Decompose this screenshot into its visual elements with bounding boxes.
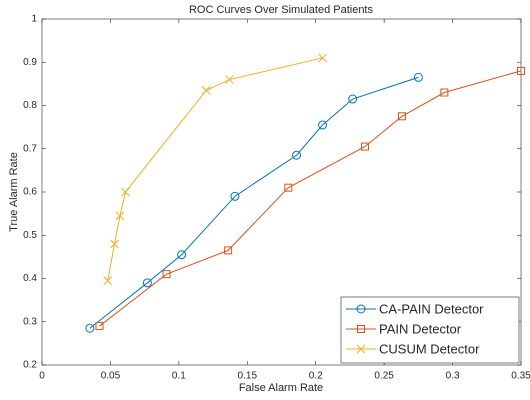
point xyxy=(162,270,171,279)
point xyxy=(360,142,369,151)
legend-marker xyxy=(356,304,366,314)
y-tick-label: 0.8 xyxy=(23,100,37,111)
point xyxy=(348,94,358,104)
point xyxy=(413,72,423,82)
point xyxy=(225,75,234,84)
point xyxy=(397,112,406,121)
y-axis-label: True Alarm Rate xyxy=(8,152,20,232)
legend-marker xyxy=(357,325,365,333)
y-tick-label: 0.2 xyxy=(23,360,37,371)
chart-title: ROC Curves Over Simulated Patients xyxy=(189,4,374,16)
point xyxy=(103,276,113,286)
point xyxy=(85,323,95,333)
y-tick-label: 0.6 xyxy=(23,187,37,198)
point xyxy=(177,250,187,260)
series-line xyxy=(89,76,419,329)
point xyxy=(121,187,130,197)
point xyxy=(115,211,125,221)
series-line xyxy=(99,70,522,327)
x-tick-label: 0.35 xyxy=(511,371,530,382)
x-tick-label: 0.3 xyxy=(446,371,460,382)
x-tick-label: 0.05 xyxy=(101,371,121,382)
y-tick-label: 0.5 xyxy=(23,230,37,241)
legend-marker xyxy=(356,344,366,354)
y-tick-label: 0.7 xyxy=(23,143,37,154)
y-tick-label: 0.9 xyxy=(23,57,37,68)
y-tick-label: 0.4 xyxy=(23,273,37,284)
point xyxy=(201,86,211,95)
legend-label: CA-PAIN Detector xyxy=(379,301,484,316)
legend-label: CUSUM Detector xyxy=(379,341,480,356)
point xyxy=(318,53,327,63)
point xyxy=(224,246,233,255)
point xyxy=(318,120,328,130)
x-tick-label: 0.2 xyxy=(309,371,323,382)
y-tick-label: 0.3 xyxy=(23,316,37,327)
point xyxy=(110,239,119,249)
point xyxy=(95,322,104,331)
x-axis-label: False Alarm Rate xyxy=(239,382,323,394)
point xyxy=(292,150,302,160)
x-tick-label: 0.15 xyxy=(238,371,258,382)
point xyxy=(517,66,525,75)
point xyxy=(142,278,152,288)
y-tick-label: 1 xyxy=(31,14,37,25)
point xyxy=(284,183,293,192)
x-tick-label: 0.1 xyxy=(172,371,186,382)
legend-box xyxy=(340,296,520,364)
x-tick-label: 0 xyxy=(39,371,45,382)
x-tick-label: 0.25 xyxy=(374,371,394,382)
point xyxy=(440,88,449,97)
legend-label: PAIN Detector xyxy=(379,321,462,336)
point xyxy=(230,191,240,201)
